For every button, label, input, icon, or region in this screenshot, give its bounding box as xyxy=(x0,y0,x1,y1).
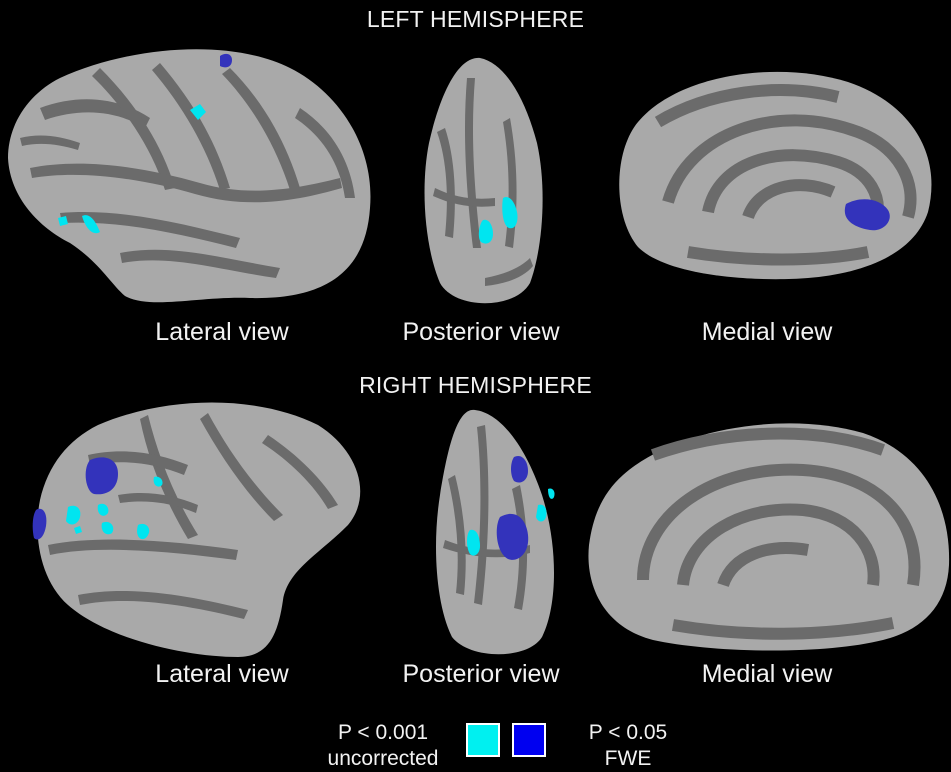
right-lateral-brain xyxy=(32,402,361,657)
legend-fwe-label: P < 0.05 FWE xyxy=(558,720,698,772)
legend-uncorrected-label: P < 0.001 uncorrected xyxy=(313,720,453,772)
right-posterior-brain xyxy=(436,409,555,655)
legend-uncorrected-line2: uncorrected xyxy=(327,747,439,770)
right-medial-brain xyxy=(588,423,950,651)
right-lateral-label: Lateral view xyxy=(155,660,289,688)
left-medial-brain xyxy=(619,71,932,280)
legend-fwe-line1: P < 0.05 xyxy=(588,721,668,744)
legend-swatch-uncorrected xyxy=(466,723,500,757)
left-lateral-brain xyxy=(8,49,371,303)
left-hemisphere-title: LEFT HEMISPHERE xyxy=(366,6,585,32)
right-posterior-label: Posterior view xyxy=(402,660,560,688)
left-medial-label: Medial view xyxy=(701,318,833,346)
right-hemisphere-title: RIGHT HEMISPHERE xyxy=(359,372,592,398)
left-lateral-label: Lateral view xyxy=(155,318,289,346)
legend-uncorrected-line1: P < 0.001 xyxy=(337,721,429,744)
right-medial-label: Medial view xyxy=(701,660,833,688)
legend-swatch-fwe xyxy=(512,723,546,757)
legend-fwe-line2: FWE xyxy=(604,747,652,770)
left-posterior-brain xyxy=(424,57,543,304)
left-posterior-label: Posterior view xyxy=(402,318,560,346)
